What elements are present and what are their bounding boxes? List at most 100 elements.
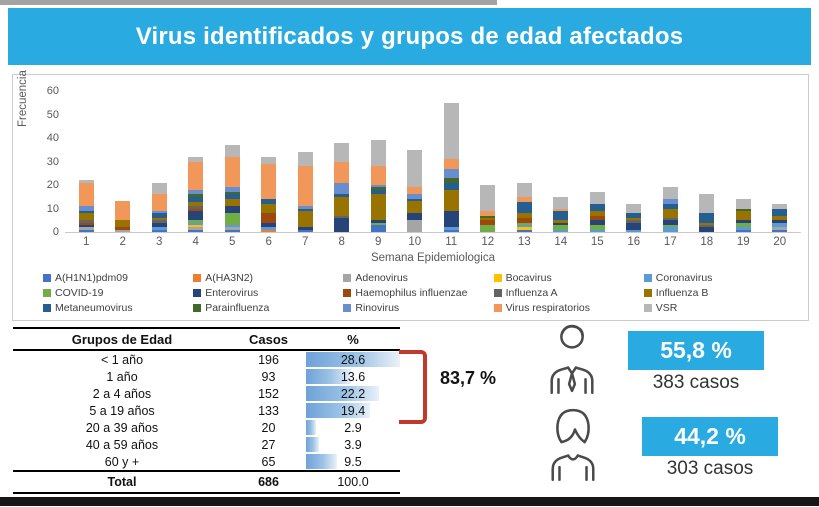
legend-item: Adenovirus [343,272,487,284]
bar-segment [626,220,642,223]
bar-segment [480,210,496,216]
bar-segment [78,220,94,223]
legend-label: Rinovirus [355,302,400,314]
bar-segment [78,229,94,232]
bar-segment [151,220,167,223]
bar-segment [78,224,94,228]
x-tick-label: 17 [663,236,677,248]
table-row: 20 a 39 años 20 2.9 [13,419,400,436]
percent-cell: 19.4 [306,402,400,419]
age-group-cell: 5 a 19 años [89,403,155,418]
bar-segment [78,180,94,183]
total-percent-cell: 100.0 [306,472,400,492]
bar-segment [699,227,715,232]
legend-label: Enterovirus [205,287,259,299]
x-tick-label: 12 [481,236,495,248]
y-tick-label: 20 [46,179,59,191]
legend-label: COVID-19 [55,287,104,299]
bar-segment [188,224,204,228]
bar-week-10 [397,91,434,232]
bar-segment [261,222,277,228]
legend-label: Influenza B [655,287,709,299]
bar-segment [589,224,605,230]
legend-swatch [493,274,502,282]
male-person-icon [550,324,594,394]
bar-week-11 [433,91,470,232]
age-group-cell: 2 a 4 años [92,386,152,401]
bar-segment [297,227,313,230]
bar-segment [626,217,642,221]
cases-cell: 93 [261,369,276,384]
bar-segment [334,217,350,232]
bar-segment [224,194,240,200]
bar-week-4 [178,91,215,232]
bar-segment [261,203,277,214]
table-row: 1 año 93 13.6 [13,368,400,385]
table-row: 40 a 59 años 27 3.9 [13,436,400,453]
legend-label: Bocavirus [505,272,552,284]
bar-segment [78,182,94,207]
bar-segment [334,215,350,218]
table-row: 2 a 4 años 152 22.2 [13,385,400,402]
cases-cell: 27 [261,437,276,452]
top-grey-strip [0,0,497,5]
bar-segment [443,229,459,232]
table-header-cell: Casos [248,331,289,347]
x-tick-label: 5 [229,236,236,248]
bar-segment [224,199,240,207]
bar-segment [626,213,642,218]
age-group-cell: 60 y + [104,454,140,469]
stacked-bars [68,91,798,232]
legend-swatch [643,304,652,312]
bar-segment [480,215,496,218]
bar-segment [115,227,131,230]
bar-segment [151,227,167,230]
bar-segment [735,199,751,209]
cases-cell: 133 [258,403,279,418]
x-tick-label: 7 [302,236,309,248]
legend-label: Adenovirus [355,272,408,284]
percent-value: 9.5 [344,454,362,469]
legend-label: Haemophilus influenzae [355,287,468,299]
bar-segment [151,182,167,195]
y-tick-label: 30 [46,155,59,168]
percent-cell: 9.5 [306,453,400,470]
bar-segment [553,208,569,211]
x-tick-label: 2 [119,236,126,248]
x-tick-label: 10 [408,236,422,248]
percent-databar [306,437,319,452]
legend-item: Enterovirus [193,287,337,299]
bar-segment [370,140,386,167]
bar-segment [772,215,788,221]
bar-segment [662,220,678,225]
bar-segment [188,201,204,207]
legend-swatch [193,274,202,282]
bar-segment [115,201,131,221]
bracket-percentage-label: 83,7 % [440,368,497,388]
bar-segment [297,206,313,209]
male-cases-label: 383 casos [652,372,740,393]
bar-segment [516,182,532,197]
x-axis-ticks: 1 2 3 4 5 6 7 8 9 10 11 12 13 14 15 16 17 18 19 20 [68,236,798,248]
age-group-cell: 1 año [106,369,138,384]
bar-segment [407,187,423,195]
bar-segment [78,206,94,211]
bar-segment [553,224,569,230]
percent-cell: 13.6 [306,368,400,385]
x-axis-title: Semana Epidemiologica [370,252,496,264]
bar-segment [151,222,167,228]
bar-segment [589,220,605,225]
bar-segment [589,215,605,221]
bar-segment [480,185,496,211]
legend-swatch [43,274,51,282]
bar-segment [699,213,715,223]
bar-segment [370,187,386,190]
bar-segment [370,194,386,221]
bar-segment [516,227,532,230]
percent-value: 28.6 [340,352,366,367]
bar-segment [735,227,751,230]
bar-week-9 [360,91,397,232]
legend-label: Influenza A [505,287,558,299]
bar-segment [516,224,532,228]
legend-item: Bocavirus [493,272,638,284]
